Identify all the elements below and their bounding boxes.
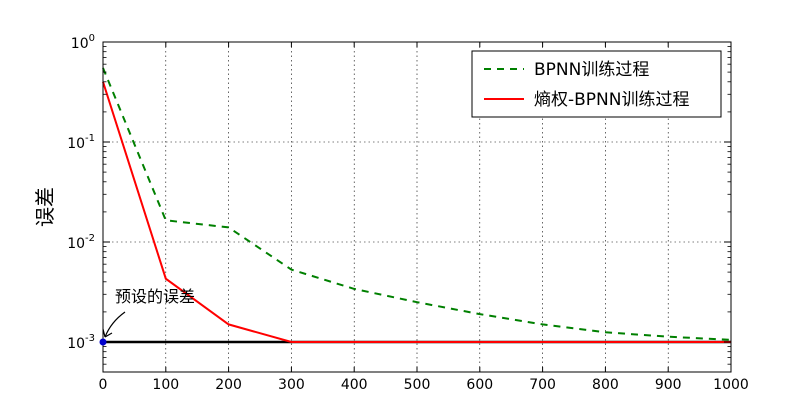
series-line-0 <box>102 67 732 341</box>
y-tick-label: 10-2 <box>67 233 95 252</box>
y-tick-label: 100 <box>71 33 95 52</box>
legend-label-1: 熵权-BPNN训练过程 <box>534 90 689 110</box>
x-tick-label: 200 <box>215 377 242 393</box>
legend-label-0: BPNN训练过程 <box>534 60 649 80</box>
y-tick-label: 10-1 <box>67 133 95 152</box>
x-tick-label: 100 <box>152 377 179 393</box>
x-tick-label: 800 <box>592 377 619 393</box>
x-tick-label: 700 <box>529 377 556 393</box>
y-tick-label: 10-3 <box>67 333 95 352</box>
annotation: 预设的误差 <box>99 287 195 346</box>
annotation-arrowhead <box>102 328 113 338</box>
legend-box <box>471 50 722 118</box>
series-line-1 <box>102 81 731 343</box>
annotation-marker <box>99 338 107 346</box>
x-tick-label: 600 <box>466 377 493 393</box>
annotation-text: 预设的误差 <box>115 287 195 306</box>
y-axis-title: 误差 <box>33 187 57 227</box>
x-tick-label: 400 <box>341 377 368 393</box>
series-layer <box>102 67 732 344</box>
tick-layer: 0 100 200 300 400 500 600 700 800 900 1000 100 10-1 1… <box>67 33 749 393</box>
x-tick-label: 0 <box>99 377 108 393</box>
annotation-arrow <box>104 311 126 338</box>
x-tick-label: 300 <box>278 377 305 393</box>
x-tick-label: 900 <box>655 377 682 393</box>
x-tick-label: 1000 <box>713 377 749 393</box>
x-tick-label: 500 <box>404 377 431 393</box>
